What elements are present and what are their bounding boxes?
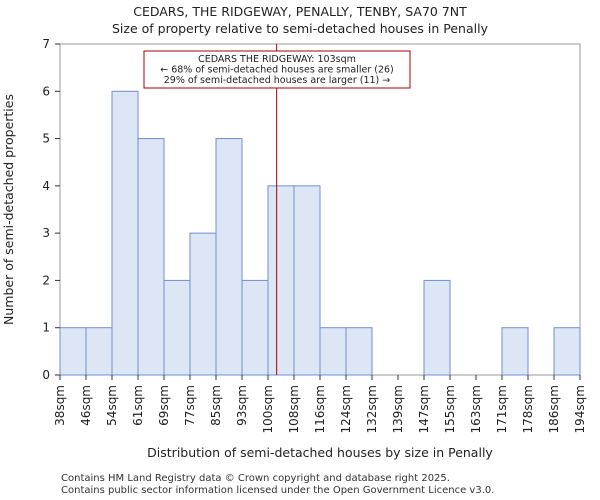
x-tick-label: 194sqm bbox=[573, 385, 587, 433]
y-tick-label: 5 bbox=[42, 132, 50, 146]
x-tick-label: 116sqm bbox=[313, 385, 327, 433]
annotation-box bbox=[143, 50, 411, 89]
annotation-line: CEDARS THE RIDGEWAY: 103sqm bbox=[198, 54, 356, 65]
x-tick-label: 124sqm bbox=[339, 385, 353, 433]
annotation-line: 29% of semi-detached houses are larger (… bbox=[164, 75, 391, 86]
x-tick-label: 132sqm bbox=[365, 385, 379, 433]
x-tick-label: 93sqm bbox=[235, 385, 249, 426]
bar bbox=[163, 279, 191, 376]
bar bbox=[111, 90, 139, 376]
x-tick-label: 85sqm bbox=[209, 385, 223, 426]
bar bbox=[59, 327, 87, 376]
chart-title: CEDARS, THE RIDGEWAY, PENALLY, TENBY, SA… bbox=[133, 4, 467, 19]
x-tick-label: 147sqm bbox=[417, 385, 431, 433]
x-tick-label: 155sqm bbox=[443, 385, 457, 433]
chart-subtitle: Size of property relative to semi-detach… bbox=[112, 21, 488, 36]
x-axis-label: Distribution of semi-detached houses by … bbox=[147, 445, 493, 460]
bar bbox=[137, 138, 165, 376]
x-tick-label: 77sqm bbox=[183, 385, 197, 426]
y-tick-label: 7 bbox=[42, 37, 50, 51]
histogram-chart: 0 1 2 3 4 5 6 7 38sqm 46sqm 54sqm 61sqm 69sqm 77sqm 85… bbox=[1, 37, 587, 460]
x-tick-label: 139sqm bbox=[391, 385, 405, 433]
y-tick-label: 0 bbox=[42, 368, 50, 382]
x-tick-label: 163sqm bbox=[469, 385, 483, 433]
x-tick-label: 171sqm bbox=[495, 385, 509, 433]
bar bbox=[423, 279, 451, 376]
bar bbox=[241, 279, 269, 376]
y-tick-label: 4 bbox=[42, 179, 50, 193]
x-tick-label: 100sqm bbox=[261, 385, 275, 433]
x-tick-label: 69sqm bbox=[157, 385, 171, 426]
x-tick-label: 108sqm bbox=[287, 385, 301, 433]
bar bbox=[267, 185, 295, 376]
y-tick-label: 6 bbox=[42, 84, 50, 98]
footer-copyright: Contains HM Land Registry data © Crown c… bbox=[61, 473, 450, 484]
bar bbox=[501, 327, 529, 376]
x-tick-label: 178sqm bbox=[521, 385, 535, 433]
y-tick-label: 3 bbox=[42, 226, 50, 240]
x-tick-label: 54sqm bbox=[105, 385, 119, 426]
x-tick-label: 186sqm bbox=[547, 385, 561, 433]
x-tick-label: 61sqm bbox=[131, 385, 145, 426]
x-tick-label: 46sqm bbox=[79, 385, 93, 426]
bar bbox=[215, 138, 243, 376]
annotation-line: ← 68% of semi-detached houses are smalle… bbox=[160, 65, 394, 76]
x-tick-label: 38sqm bbox=[53, 385, 67, 426]
bar bbox=[293, 185, 321, 376]
bar bbox=[553, 327, 581, 376]
bar bbox=[319, 327, 347, 376]
y-tick-label: 2 bbox=[42, 273, 50, 287]
y-tick-label: 1 bbox=[42, 321, 50, 335]
bar bbox=[189, 232, 217, 376]
bar bbox=[85, 327, 113, 376]
footer-licence: Contains public sector information licen… bbox=[61, 485, 495, 496]
bar bbox=[345, 327, 373, 376]
y-axis-label: Number of semi-detached properties bbox=[1, 94, 16, 325]
